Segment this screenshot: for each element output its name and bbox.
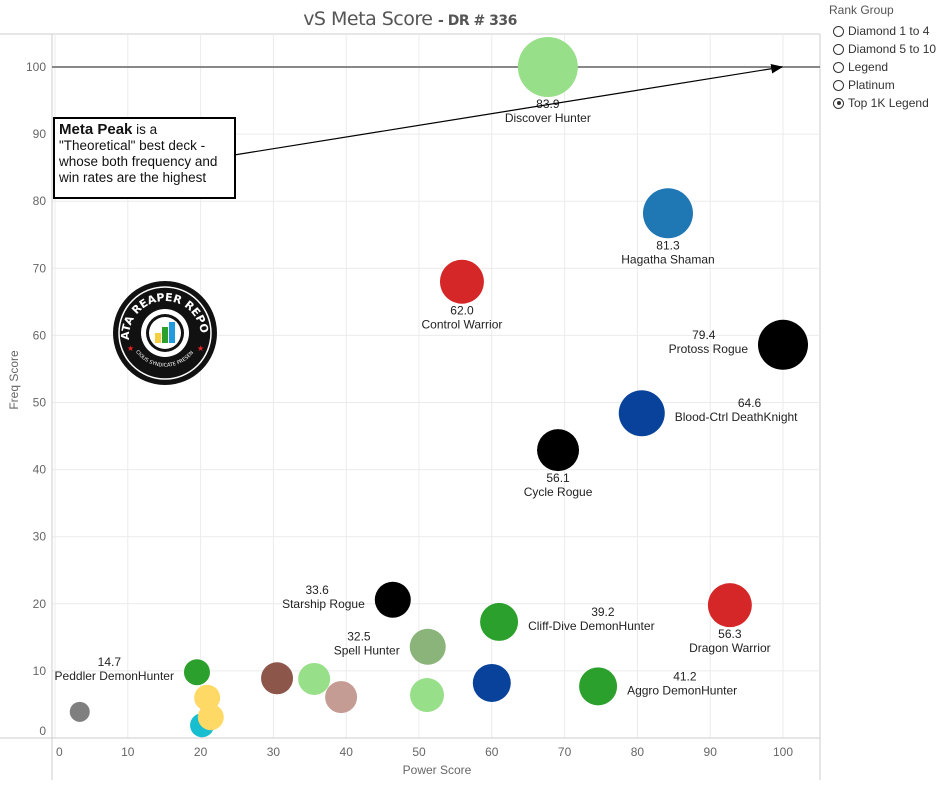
- option-label: Diamond 5 to 10: [848, 42, 937, 56]
- x-tick-label: 80: [631, 745, 645, 759]
- point-name-label: Hagatha Shaman: [621, 252, 714, 266]
- rank-option-top-1k-legend[interactable]: Top 1K Legend: [829, 94, 936, 112]
- point-score-label: 81.3: [656, 238, 680, 252]
- x-tick-label: 60: [485, 745, 499, 759]
- x-tick-label: 20: [194, 745, 208, 759]
- point-score-label: 14.7: [98, 655, 122, 669]
- point-score-label: 56.1: [546, 471, 570, 485]
- point-name-label: Aggro DemonHunter: [627, 683, 737, 697]
- y-tick-label: 70: [33, 261, 47, 275]
- y-tick-label: 10: [33, 664, 47, 678]
- data-point: [439, 259, 484, 304]
- data-point: [197, 704, 224, 731]
- radio-icon[interactable]: [833, 61, 844, 73]
- data-point: [517, 37, 578, 97]
- chart-title: vS Meta Score - DR # 336: [0, 8, 820, 30]
- rank-option-platinum[interactable]: Platinum: [829, 76, 936, 94]
- rank-option-diamond-1-to-4[interactable]: Diamond 1 to 4: [829, 22, 936, 40]
- data-point: [618, 390, 665, 437]
- title-main: vS Meta Score: [303, 8, 433, 30]
- data-point: [325, 681, 358, 714]
- point-name-label: Control Warrior: [421, 318, 502, 332]
- y-tick-label: 80: [33, 194, 47, 208]
- annotation-bold: Meta Peak: [59, 121, 133, 138]
- title-sub: - DR # 336: [438, 13, 517, 29]
- data-point: [183, 659, 210, 686]
- data-point: [480, 602, 519, 641]
- y-tick-label: 20: [33, 597, 47, 611]
- point-name-label: Peddler DemonHunter: [55, 669, 174, 683]
- svg-text:★: ★: [127, 344, 134, 353]
- meta-peak-annotation: Meta Peak is a "Theoretical" best deck -…: [53, 117, 236, 199]
- x-tick-label: 10: [121, 745, 135, 759]
- point-name-label: Dragon Warrior: [689, 641, 771, 655]
- point-score-label: 33.6: [306, 583, 330, 597]
- y-tick-label: 100: [26, 60, 46, 74]
- point-score-label: 62.0: [450, 304, 474, 318]
- data-point: [410, 678, 445, 713]
- data-point: [409, 628, 446, 665]
- data-point: [194, 684, 221, 711]
- y-tick-label: 90: [33, 127, 47, 141]
- radio-icon[interactable]: [833, 79, 844, 91]
- x-tick-label: 30: [267, 745, 281, 759]
- radio-icon[interactable]: [833, 43, 844, 55]
- data-reaper-report-logo: DATA REAPER REPORT VICIOUS SYNDICATE PRE…: [111, 281, 217, 385]
- point-score-label: 56.3: [718, 627, 742, 641]
- point-name-label: Blood-Ctrl DeathKnight: [675, 410, 798, 424]
- data-point: [707, 583, 752, 628]
- option-label: Top 1K Legend: [848, 96, 929, 110]
- point-name-label: Spell Hunter: [334, 644, 400, 658]
- data-point: [642, 188, 693, 239]
- y-tick-label: 40: [33, 463, 47, 477]
- radio-icon[interactable]: [833, 25, 844, 37]
- data-point: [758, 319, 808, 370]
- option-label: Legend: [848, 60, 889, 74]
- y-tick-label: 30: [33, 530, 47, 544]
- data-point: [472, 663, 511, 702]
- y-tick-label: 50: [33, 396, 47, 410]
- data-point: [69, 701, 90, 722]
- point-name-label: Starship Rogue: [282, 597, 365, 611]
- data-point: [579, 667, 618, 706]
- y-tick-label: 0: [39, 724, 46, 738]
- rank-group-filter: Rank Group Diamond 1 to 4 Diamond 5 to 10…: [829, 3, 936, 112]
- x-tick-label: 0: [56, 745, 63, 759]
- data-point: [537, 429, 580, 472]
- point-name-label: Cliff-Dive DemonHunter: [528, 619, 655, 633]
- x-axis-title: Power Score: [403, 763, 472, 777]
- point-score-label: 32.5: [347, 630, 371, 644]
- point-score-label: 41.2: [673, 669, 697, 683]
- point-score-label: 39.2: [591, 605, 615, 619]
- data-point: [298, 662, 331, 695]
- point-name-label: Protoss Rogue: [669, 342, 749, 356]
- x-tick-label: 40: [340, 745, 354, 759]
- point-score-label: 64.6: [738, 396, 762, 410]
- data-point: [261, 662, 294, 695]
- rank-option-diamond-5-to-10[interactable]: Diamond 5 to 10: [829, 40, 936, 58]
- annotation-text: is a "Theoretical" best deck - whose bot…: [59, 122, 218, 185]
- x-tick-label: 100: [773, 745, 793, 759]
- option-label: Diamond 1 to 4: [848, 24, 930, 38]
- x-tick-label: 50: [412, 745, 426, 759]
- svg-text:★: ★: [197, 344, 204, 353]
- point-name-label: Cycle Rogue: [524, 485, 593, 499]
- x-tick-label: 70: [558, 745, 572, 759]
- y-tick-label: 60: [33, 328, 47, 342]
- x-tick-label: 90: [704, 745, 718, 759]
- rank-option-legend[interactable]: Legend: [829, 58, 936, 76]
- point-score-label: 79.4: [692, 328, 716, 342]
- option-label: Platinum: [848, 78, 895, 92]
- data-point: [374, 581, 411, 618]
- meta-peak-arrow: [227, 63, 784, 157]
- y-axis-title: Freq Score: [7, 350, 21, 410]
- filter-title: Rank Group: [829, 3, 894, 17]
- radio-icon[interactable]: [833, 97, 844, 109]
- point-name-label: Discover Hunter: [505, 111, 591, 125]
